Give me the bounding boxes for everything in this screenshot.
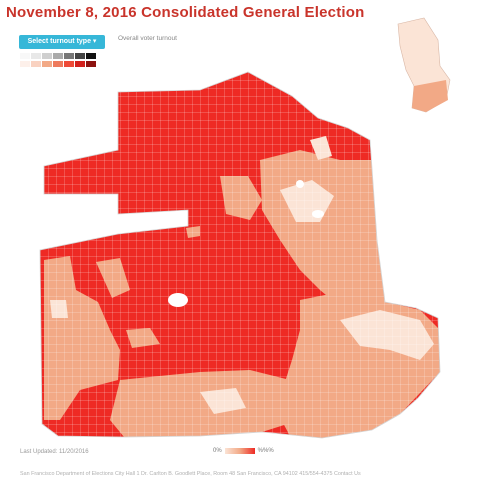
precinct-boundaries: [40, 72, 440, 438]
swatch: [20, 53, 30, 59]
color-legend: 0% %%%: [213, 448, 274, 454]
swatch: [20, 61, 30, 67]
swatch: [31, 61, 41, 67]
legend-high-label: %%%: [257, 448, 274, 454]
city-outline: [39, 71, 441, 439]
swatch: [42, 53, 52, 59]
page-title: November 8, 2016 Consolidated General El…: [6, 4, 365, 21]
swatch: [31, 53, 41, 59]
last-updated: Last Updated: 11/20/2016: [20, 449, 89, 455]
legend-low-label: 0%: [213, 448, 222, 454]
precinct-mid-turnout: [412, 80, 448, 112]
map-precincts: [40, 72, 440, 438]
swatch: [53, 53, 63, 59]
treasure-island: [397, 17, 451, 113]
swatch: [86, 61, 96, 67]
swatch: [64, 53, 74, 59]
swatch: [64, 61, 74, 67]
swatch-row-bottom: [20, 61, 96, 67]
footer-address: San Francisco Department of Elections Ci…: [20, 471, 361, 477]
turnout-type-button[interactable]: Select turnout type ▾: [19, 35, 105, 49]
swatch: [42, 61, 52, 67]
swatch-row-top: [20, 53, 96, 59]
map-subtitle: Overall voter turnout: [118, 35, 177, 42]
legend-gradient-bar: [224, 448, 255, 454]
swatch: [75, 53, 85, 59]
swatch: [53, 61, 63, 67]
swatch: [75, 61, 85, 67]
swatch: [86, 53, 96, 59]
